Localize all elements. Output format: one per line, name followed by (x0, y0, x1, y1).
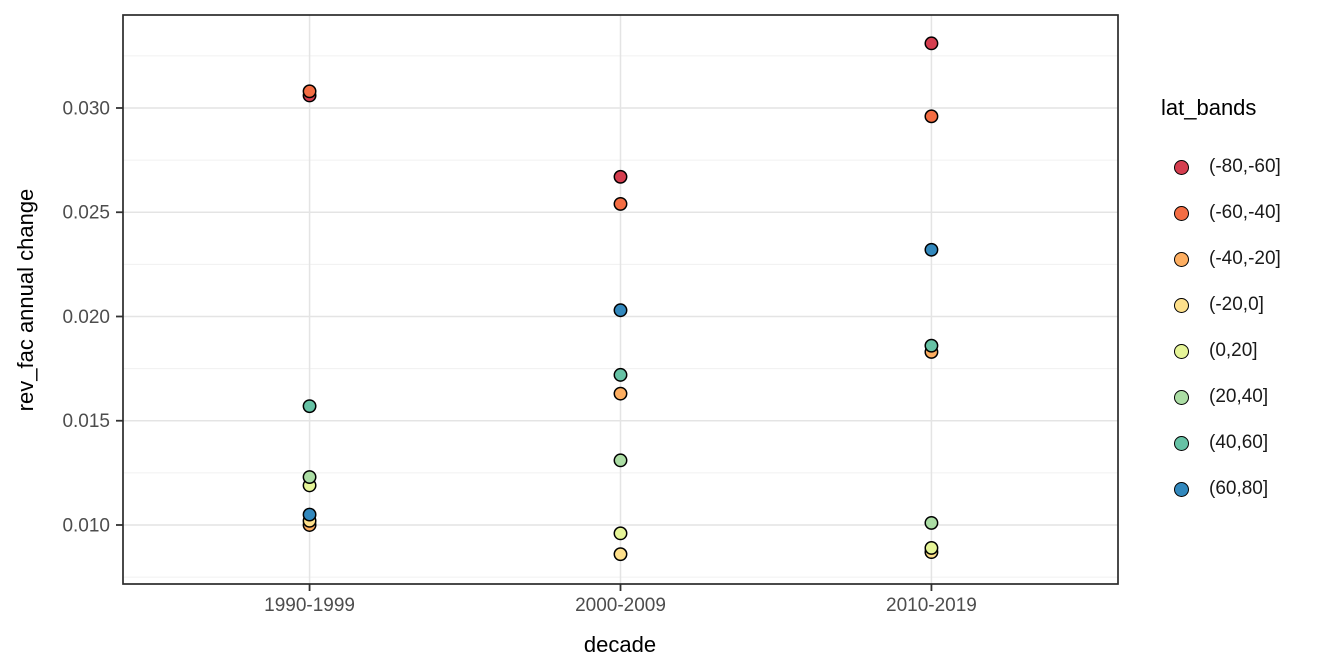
point-(0,20]-2000-2009 (613, 526, 628, 541)
point-(20,40]-1990-1999 (302, 470, 317, 484)
y-tick-label: 0.010 (62, 515, 110, 536)
x-tick-label: 2000-2009 (575, 595, 666, 616)
legend-title: lat_bands (1161, 95, 1257, 120)
point-(40,60]-2000-2009 (613, 367, 628, 382)
legend-marker-circle-icon (1174, 251, 1189, 267)
point-(-60,-40]-1990-1999 (302, 84, 317, 99)
legend-marker-circle-icon (1174, 205, 1189, 221)
legend-label: (20,40] (1209, 386, 1269, 407)
legend-item: (-20,0] (1161, 282, 1341, 328)
legend-marker-circle-icon (1174, 343, 1189, 359)
point-(60,80]-2010-2019 (924, 242, 939, 257)
point-(40,60]-1990-1999 (302, 399, 317, 414)
point-(20,40]-2010-2019 (924, 515, 939, 530)
legend-label: (60,80] (1209, 478, 1269, 499)
legend: lat_bands (-80,-60] (-60,-40] (-40,-20] (-2… (1161, 96, 1341, 512)
legend-label: (-80,-60] (1209, 156, 1281, 177)
point-(20,40]-2000-2009 (613, 453, 628, 468)
y-tick-label: 0.025 (62, 203, 110, 224)
y-axis-title: rev_fac annual change (13, 188, 38, 412)
y-tick-label: 0.015 (62, 411, 110, 432)
legend-marker-circle-icon (1174, 435, 1189, 451)
legend-item: (40,60] (1161, 420, 1341, 466)
legend-label: (0,20] (1209, 340, 1258, 361)
point-(-80,-60]-2010-2019 (924, 36, 939, 51)
y-tick-label: 0.020 (62, 307, 110, 328)
panel-border (122, 14, 1119, 585)
legend-marker-circle-icon (1174, 481, 1189, 497)
legend-marker-circle-icon (1174, 297, 1189, 313)
point-(-80,-60]-2000-2009 (613, 169, 628, 184)
point-(60,80]-2000-2009 (613, 303, 628, 318)
legend-label: (-20,0] (1209, 294, 1264, 315)
legend-item: (60,80] (1161, 466, 1341, 512)
point-(0,20]-2010-2019 (924, 540, 939, 555)
legend-label: (-60,-40] (1209, 202, 1281, 223)
legend-label: (40,60] (1209, 432, 1269, 453)
legend-label: (-40,-20] (1209, 248, 1281, 269)
legend-item: (20,40] (1161, 374, 1341, 420)
legend-item: (-40,-20] (1161, 236, 1341, 282)
x-axis-title: decade (583, 632, 657, 657)
point-(-40,-20]-2000-2009 (613, 386, 628, 401)
x-tick-label: 1990-1999 (264, 595, 355, 616)
point-(-60,-40]-2000-2009 (613, 196, 628, 211)
legend-item: (-60,-40] (1161, 190, 1341, 236)
legend-marker-circle-icon (1174, 389, 1189, 405)
x-tick-label: 2010-2019 (886, 595, 977, 616)
legend-items: (-80,-60] (-60,-40] (-40,-20] (-20,0] (0,20]… (1161, 144, 1341, 512)
legend-item: (0,20] (1161, 328, 1341, 374)
point-(60,80]-1990-1999 (302, 507, 317, 522)
point-(-20,0]-2000-2009 (613, 547, 628, 562)
point-(-60,-40]-2010-2019 (924, 109, 939, 124)
legend-item: (-80,-60] (1161, 144, 1341, 190)
legend-marker-circle-icon (1174, 159, 1189, 175)
y-tick-label: 0.030 (62, 98, 110, 119)
point-(40,60]-2010-2019 (924, 338, 939, 353)
